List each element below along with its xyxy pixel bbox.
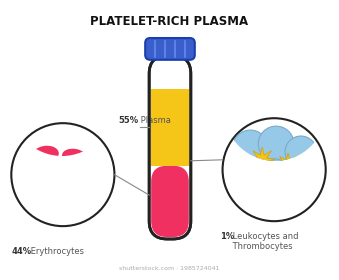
Text: Leukocytes and
 Thrombocytes: Leukocytes and Thrombocytes	[230, 232, 298, 251]
Text: 1%: 1%	[220, 232, 234, 241]
Bar	[151, 89, 189, 166]
Text: Erythrocytes: Erythrocytes	[28, 247, 84, 256]
Polygon shape	[276, 153, 300, 177]
Circle shape	[233, 130, 268, 166]
Polygon shape	[250, 147, 275, 173]
FancyBboxPatch shape	[145, 38, 195, 60]
Text: 55%: 55%	[118, 116, 138, 125]
Polygon shape	[275, 176, 299, 199]
Circle shape	[223, 118, 326, 221]
Text: 44%: 44%	[11, 247, 32, 256]
Ellipse shape	[32, 169, 55, 185]
Text: shutterstock.com · 1985724041: shutterstock.com · 1985724041	[119, 266, 219, 271]
Ellipse shape	[58, 172, 84, 188]
Ellipse shape	[43, 192, 67, 205]
Text: Plasma: Plasma	[138, 116, 171, 125]
Circle shape	[258, 159, 290, 190]
Ellipse shape	[25, 190, 45, 203]
Ellipse shape	[62, 149, 87, 165]
Circle shape	[11, 123, 115, 226]
FancyBboxPatch shape	[151, 166, 189, 237]
Ellipse shape	[70, 184, 95, 201]
Circle shape	[232, 161, 265, 194]
Circle shape	[282, 165, 316, 199]
Circle shape	[285, 136, 317, 168]
Polygon shape	[253, 181, 275, 202]
Ellipse shape	[31, 146, 59, 164]
Text: PLATELET-RICH PLASMA: PLATELET-RICH PLASMA	[90, 15, 248, 28]
FancyBboxPatch shape	[149, 56, 191, 239]
Circle shape	[258, 126, 294, 162]
